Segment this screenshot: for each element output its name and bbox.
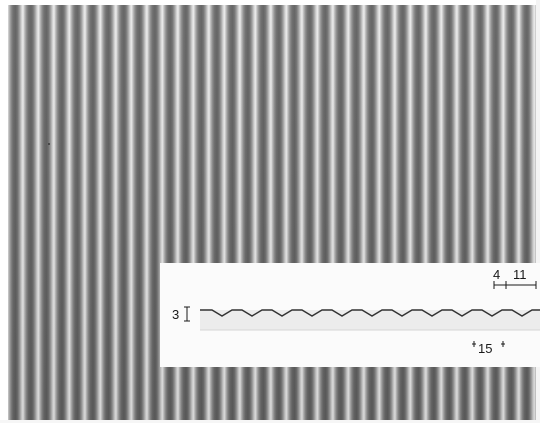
depth-label: 3 bbox=[172, 307, 180, 322]
border-right bbox=[536, 0, 540, 423]
period-label: 15 bbox=[478, 341, 493, 356]
border-bottom bbox=[0, 420, 540, 423]
groove-width-label: 11 bbox=[513, 267, 527, 282]
cross-section-inset: 4 11 3 15 bbox=[160, 263, 540, 367]
substrate-band bbox=[200, 310, 540, 330]
width-dimension-marker bbox=[493, 281, 537, 289]
depth-dimension-marker bbox=[184, 306, 190, 322]
cross-section-diagram bbox=[184, 281, 540, 347]
surface-profile-line bbox=[200, 309, 540, 317]
period-dimension-marker bbox=[472, 341, 505, 347]
border-left bbox=[0, 0, 8, 423]
dust-speck bbox=[48, 143, 50, 145]
border-top bbox=[0, 0, 540, 5]
rib-width-label: 4 bbox=[493, 267, 501, 282]
